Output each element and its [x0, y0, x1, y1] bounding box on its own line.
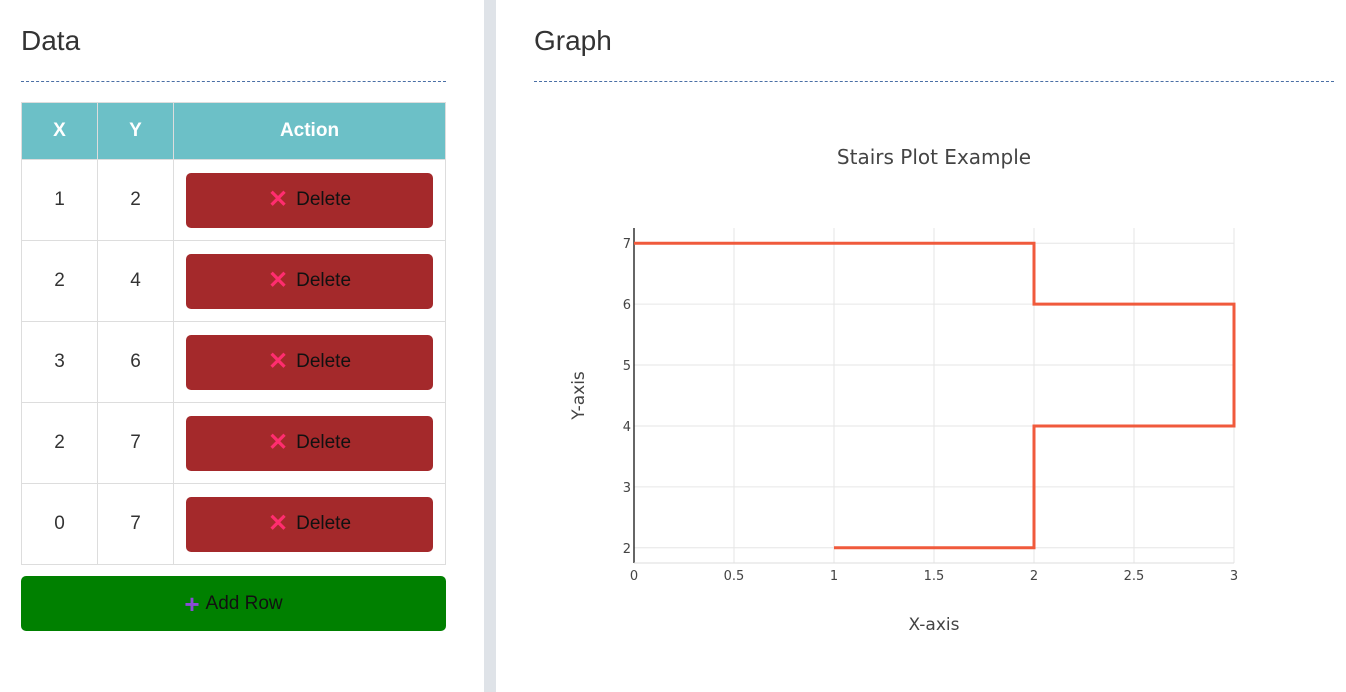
- graph-panel-divider: [534, 81, 1334, 82]
- delete-button[interactable]: ✕ Delete: [186, 334, 433, 390]
- delete-label: Delete: [296, 513, 352, 534]
- add-row-button[interactable]: + Add Row: [21, 576, 446, 631]
- x-tick-label: 0: [630, 569, 638, 584]
- x-icon: ✕: [267, 429, 289, 456]
- stairs-chart[interactable]: 0 0.5 1 1.5 2 2.5 3 2 3 4 5 6 7 Stairs Plot Example X-…: [496, 0, 1346, 692]
- x-icon: ✕: [267, 186, 289, 213]
- delete-label: Delete: [296, 189, 352, 210]
- delete-label: Delete: [296, 270, 352, 291]
- plus-icon: +: [184, 588, 200, 619]
- header-y: Y: [97, 102, 174, 160]
- delete-button[interactable]: ✕ Delete: [186, 172, 433, 228]
- header-x: X: [21, 102, 98, 160]
- delete-button[interactable]: ✕ Delete: [186, 496, 433, 552]
- table-row: 2 4 ✕ Delete: [21, 240, 446, 322]
- cell-y[interactable]: 2: [97, 159, 174, 241]
- cell-y[interactable]: 7: [97, 402, 174, 484]
- x-icon: ✕: [267, 348, 289, 375]
- delete-button[interactable]: ✕ Delete: [186, 253, 433, 309]
- delete-label: Delete: [296, 432, 352, 453]
- table-header-row: X Y Action: [21, 102, 446, 160]
- series-line: [634, 241, 1236, 550]
- data-table: X Y Action 1 2 ✕ Delete 2 4: [21, 102, 446, 565]
- table-row: 0 7 ✕ Delete: [21, 483, 446, 565]
- x-tick-label: 2.5: [1124, 569, 1145, 584]
- cell-x[interactable]: 0: [21, 483, 98, 565]
- data-panel: Data X Y Action 1 2 ✕ Delete: [0, 0, 484, 692]
- y-tick-label: 7: [623, 237, 631, 252]
- cell-action: ✕ Delete: [173, 240, 446, 322]
- x-tick-label: 2: [1030, 569, 1038, 584]
- graph-panel-title: Graph: [534, 25, 612, 56]
- x-tick-label: 3: [1230, 569, 1238, 584]
- x-icon: ✕: [267, 510, 289, 537]
- cell-y[interactable]: 4: [97, 240, 174, 322]
- cell-y[interactable]: 7: [97, 483, 174, 565]
- cell-x[interactable]: 3: [21, 321, 98, 403]
- chart-title: Stairs Plot Example: [837, 145, 1031, 169]
- add-row-label: Add Row: [205, 592, 283, 614]
- x-icon: ✕: [267, 267, 289, 294]
- table-row: 2 7 ✕ Delete: [21, 402, 446, 484]
- cell-action: ✕ Delete: [173, 483, 446, 565]
- y-tick-label: 2: [623, 542, 631, 557]
- cell-x[interactable]: 1: [21, 159, 98, 241]
- table-row: 3 6 ✕ Delete: [21, 321, 446, 403]
- delete-button[interactable]: ✕ Delete: [186, 415, 433, 471]
- y-tick-label: 6: [623, 298, 631, 313]
- graph-panel: 0 0.5 1 1.5 2 2.5 3 2 3 4 5 6 7 Stairs Plot Example X-…: [496, 0, 1346, 692]
- cell-x[interactable]: 2: [21, 240, 98, 322]
- y-axis-title: Y-axis: [569, 371, 589, 421]
- cell-action: ✕ Delete: [173, 321, 446, 403]
- cell-x[interactable]: 2: [21, 402, 98, 484]
- data-panel-title: Data: [21, 25, 81, 56]
- cell-y[interactable]: 6: [97, 321, 174, 403]
- data-panel-divider: [21, 81, 446, 82]
- table-row: 1 2 ✕ Delete: [21, 159, 446, 241]
- x-tick-label: 0.5: [724, 569, 745, 584]
- cell-action: ✕ Delete: [173, 402, 446, 484]
- y-tick-label: 4: [623, 420, 631, 435]
- delete-label: Delete: [296, 351, 352, 372]
- x-axis-title: X-axis: [909, 615, 960, 635]
- y-tick-label: 5: [623, 359, 631, 374]
- y-tick-label: 3: [623, 481, 631, 496]
- x-tick-label: 1.5: [924, 569, 945, 584]
- cell-action: ✕ Delete: [173, 159, 446, 241]
- header-action: Action: [173, 102, 446, 160]
- panel-splitter[interactable]: [484, 0, 496, 692]
- x-tick-label: 1: [830, 569, 838, 584]
